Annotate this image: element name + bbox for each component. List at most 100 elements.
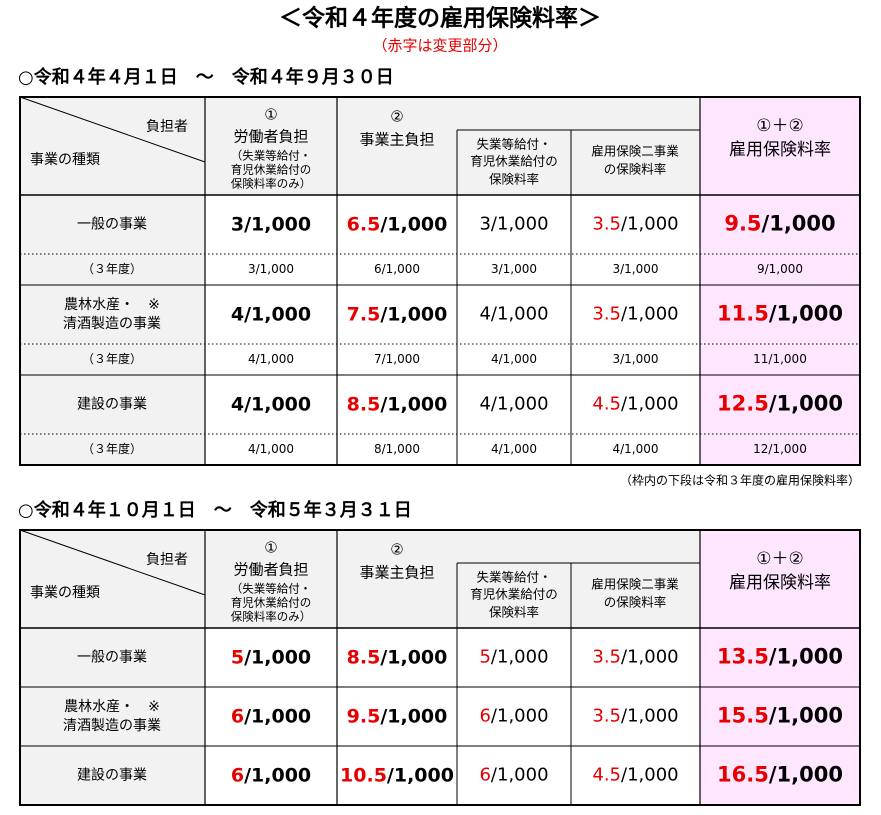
header-employer: 事業主負担	[359, 131, 434, 149]
rate-part: 7.5	[347, 303, 381, 325]
header-kind: 事業の種類	[30, 585, 100, 601]
header-worker: 労働者負担	[233, 561, 308, 579]
previous-label: （３年度）	[82, 261, 142, 276]
rate-part: 15.5	[717, 704, 769, 728]
rate-part: 16.5	[717, 763, 769, 787]
footnote: （枠内の下段は令和３年度の雇用保険料率）	[620, 473, 860, 488]
diagonal	[19, 529, 206, 596]
rate-part: /1,000	[491, 765, 549, 786]
rate-part: 8.5	[347, 646, 381, 668]
rate-part: 8.5	[347, 393, 381, 415]
rate-part: 4.5	[592, 394, 621, 415]
header-total: 雇用保険料率	[729, 140, 831, 160]
rate: 3.5/1,000	[592, 647, 678, 668]
rate-part: /1,000	[387, 764, 454, 786]
rate: 5/1,000	[231, 646, 311, 668]
row-label: 一般の事業	[77, 217, 147, 233]
previous-label: （３年度）	[82, 351, 142, 366]
rate-part: /1,000	[244, 764, 311, 786]
header-two-projects: 雇用保険二事業	[591, 144, 679, 159]
rate-part: /1,000	[244, 705, 311, 727]
rate-part: /1,000	[380, 646, 447, 668]
rate-part: /1,000	[769, 704, 843, 728]
rate: 9.5/1,000	[347, 705, 448, 727]
previous-rate: 4/1,000	[491, 442, 537, 456]
rate: 10.5/1,000	[340, 764, 454, 786]
rate-part: 4/1,000	[231, 393, 311, 415]
rate-part: /1,000	[621, 214, 679, 235]
rate-part: 6	[231, 764, 244, 786]
header-unemployment: 育児休業給付の	[470, 587, 558, 602]
header-total: ①＋②	[756, 549, 803, 569]
rate-part: /1,000	[769, 645, 843, 669]
rate: 4.5/1,000	[592, 394, 678, 415]
rate-part: 12.5	[717, 392, 769, 416]
header-unemployment: 失業等給付・	[476, 570, 551, 585]
header-unemployment: 保険料率	[489, 172, 539, 187]
header-worker: ①	[264, 539, 277, 557]
rate: 3.5/1,000	[592, 304, 678, 325]
label-bg	[20, 195, 205, 465]
previous-rate: 4/1,000	[248, 352, 294, 366]
rate-part: 6	[479, 765, 490, 786]
header-two-projects: の保険料率	[604, 162, 667, 177]
rate: 6.5/1,000	[347, 213, 448, 235]
rate-part: 11.5	[717, 302, 769, 326]
rate: 7.5/1,000	[347, 303, 448, 325]
header-payer: 負担者	[146, 552, 188, 568]
rate: 6/1,000	[479, 706, 548, 727]
header-employer: ②	[390, 541, 403, 559]
rate: 8.5/1,000	[347, 393, 448, 415]
rate-part: 5	[231, 646, 244, 668]
header-worker: 保険料率のみ）	[231, 610, 312, 624]
header-unemployment: 失業等給付・	[476, 137, 551, 152]
header-worker: 労働者負担	[233, 128, 308, 146]
header-total: ①＋②	[756, 116, 803, 136]
row-label: 建設の事業	[77, 768, 147, 784]
header-worker: 育児休業給付の	[231, 163, 312, 177]
rate-part: /1,000	[769, 392, 843, 416]
rate-part: /1,000	[380, 213, 447, 235]
rate: 4/1,000	[231, 303, 311, 325]
previous-rate: 3/1,000	[612, 352, 658, 366]
header-bg	[20, 97, 700, 195]
header-payer: 負担者	[146, 119, 188, 135]
previous-label: （３年度）	[82, 441, 142, 456]
rate-part: /1,000	[621, 647, 679, 668]
previous-rate: 12/1,000	[753, 442, 807, 456]
previous-rate: 6/1,000	[374, 262, 420, 276]
rate-part: /1,000	[762, 212, 836, 236]
rate: 4/1,000	[231, 393, 311, 415]
rate-part: /1,000	[769, 763, 843, 787]
rate: 4.5/1,000	[592, 765, 678, 786]
previous-rate: 7/1,000	[374, 352, 420, 366]
row-label: 農林水産・ ※	[64, 699, 160, 715]
row-label: 清酒製造の事業	[63, 316, 161, 332]
rate: 9.5/1,000	[724, 212, 835, 236]
header-two-projects: 雇用保険二事業	[591, 577, 679, 592]
previous-rate: 4/1,000	[491, 352, 537, 366]
rate-part: /1,000	[491, 647, 549, 668]
rate-part: 3.5	[592, 647, 621, 668]
total-bg	[700, 97, 860, 465]
header-two-projects: の保険料率	[604, 595, 667, 610]
header-employer: ②	[390, 108, 403, 126]
section-heading: ○令和４年４月１日 ～ 令和４年９月３０日	[18, 66, 394, 88]
rate-part: 13.5	[717, 645, 769, 669]
title: ＜令和４年度の雇用保険料率＞	[279, 5, 601, 32]
table-border	[19, 529, 861, 806]
previous-rate: 9/1,000	[757, 262, 803, 276]
rate: 6/1,000	[479, 765, 548, 786]
rate-part: /1,000	[380, 393, 447, 415]
rate-part: /1,000	[769, 302, 843, 326]
section-heading: ○令和４年１０月１日 ～ 令和５年３月３１日	[18, 499, 412, 521]
rate: 12.5/1,000	[717, 392, 843, 416]
row-label: 建設の事業	[77, 397, 147, 413]
rate: 6/1,000	[231, 764, 311, 786]
rate-part: /1,000	[244, 646, 311, 668]
rate: 5/1,000	[479, 647, 548, 668]
table-border	[19, 96, 861, 466]
header-total: 雇用保険料率	[729, 573, 831, 593]
rate-part: 5	[479, 647, 490, 668]
